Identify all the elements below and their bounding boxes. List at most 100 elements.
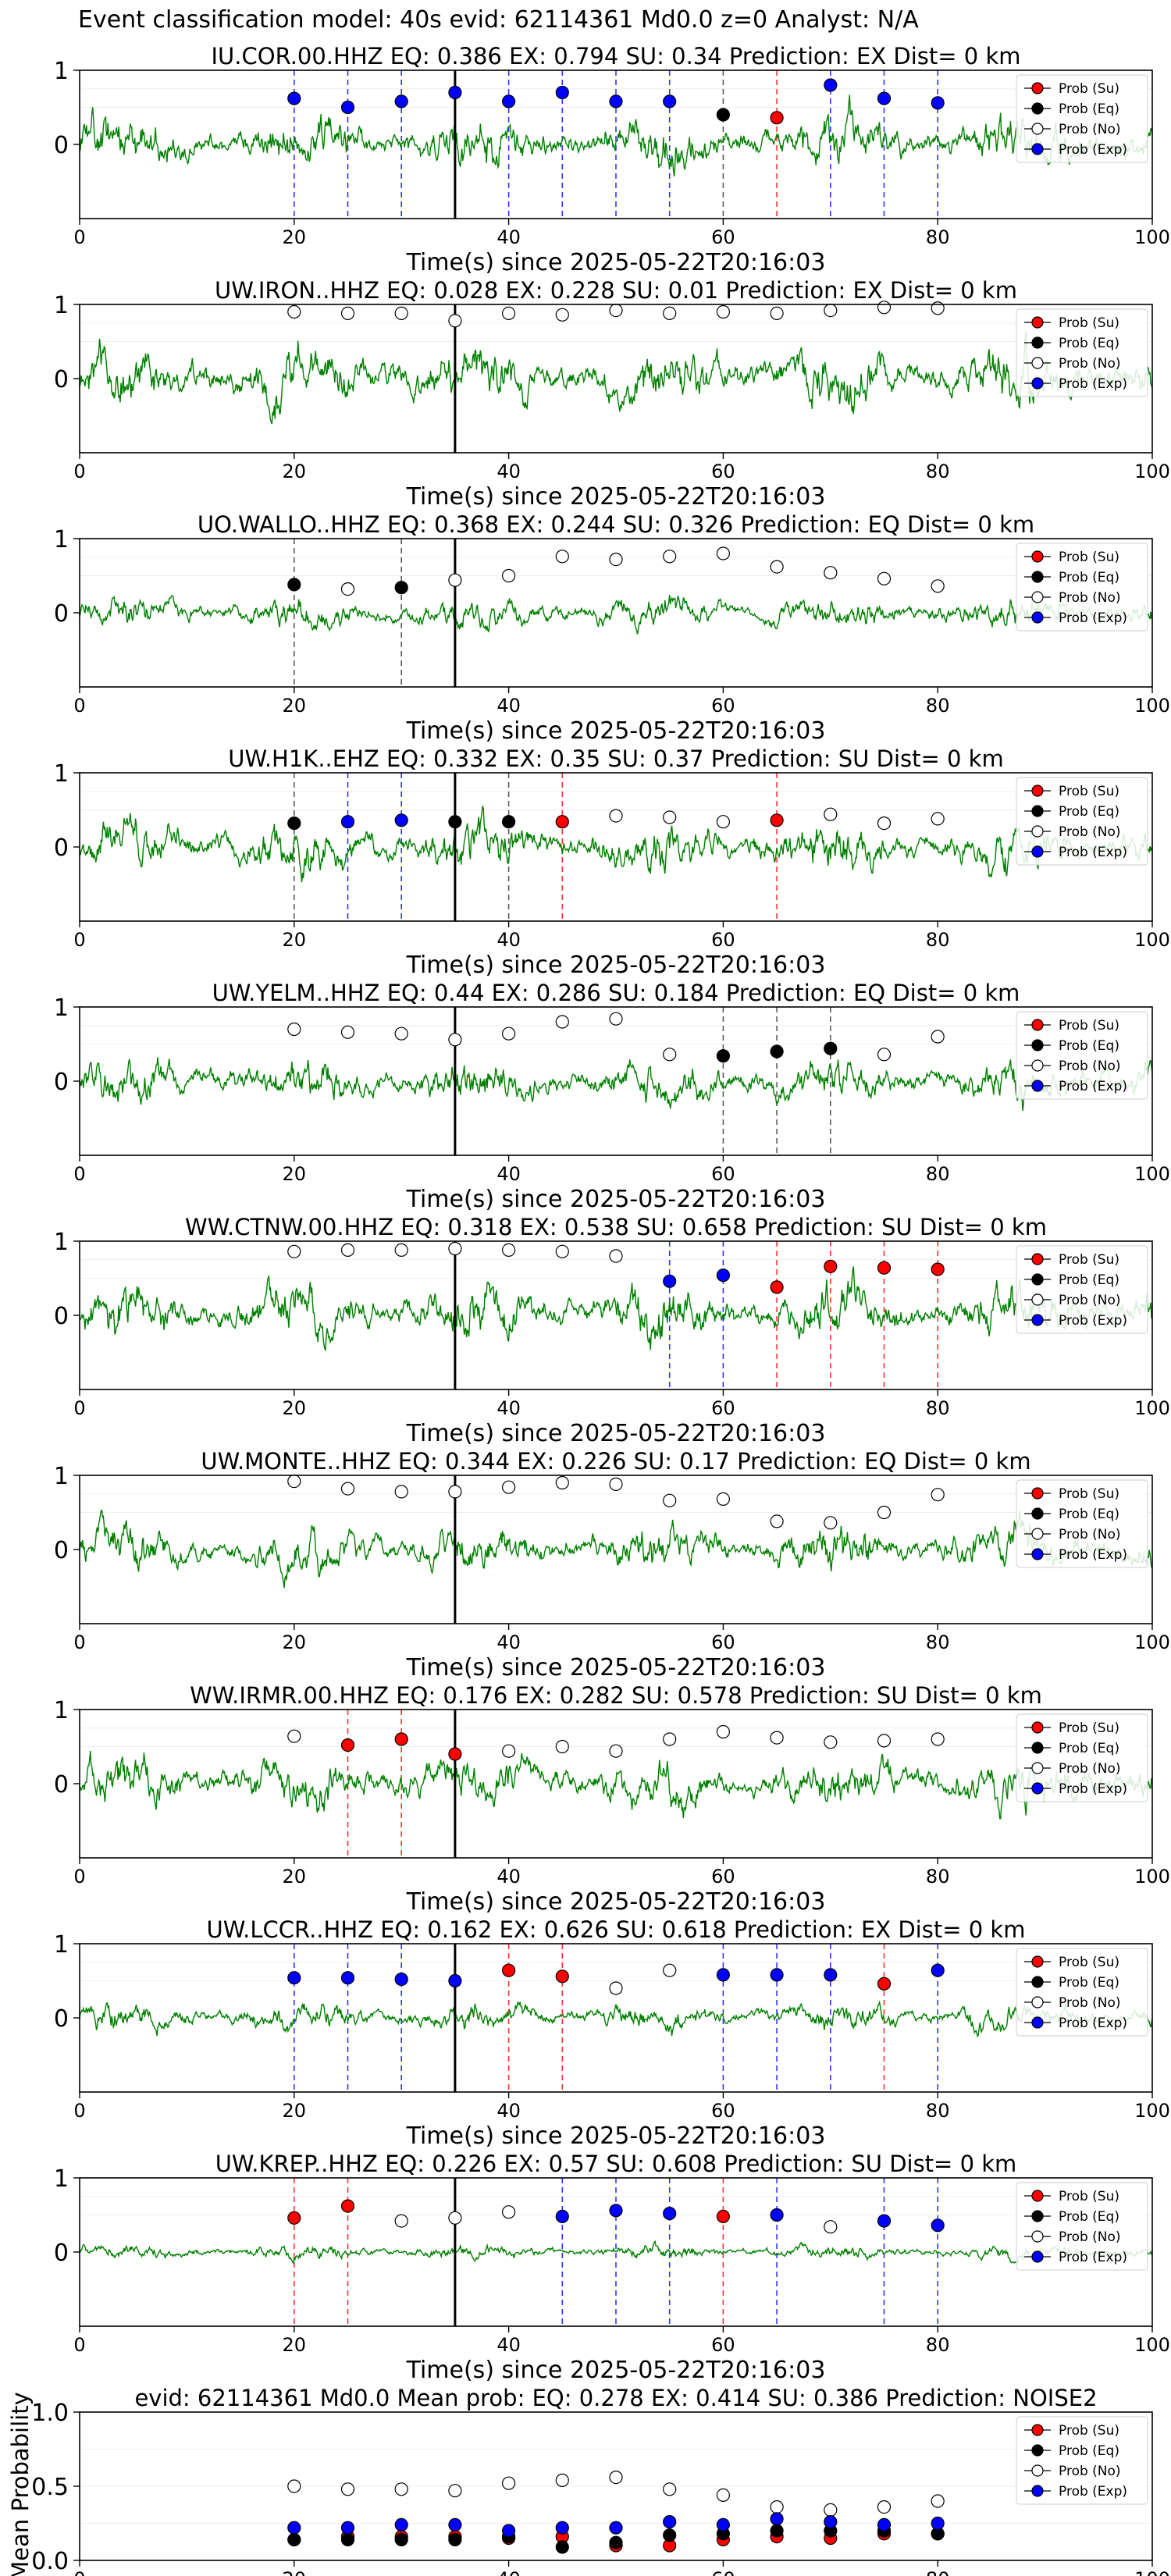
legend-marker bbox=[1031, 2190, 1044, 2202]
x-tick-label: 20 bbox=[283, 929, 307, 951]
x-tick-label: 100 bbox=[1134, 1631, 1170, 1653]
x-tick-label: 0 bbox=[73, 461, 85, 482]
prob-point bbox=[501, 1963, 516, 1977]
prob-point bbox=[663, 306, 677, 320]
legend: Prob (Su) Prob (Eq) Prob (No) Prob (Exp) bbox=[1016, 1948, 1148, 2037]
mean-prob-point bbox=[877, 2517, 892, 2532]
prob-point bbox=[555, 550, 569, 564]
legend: Prob (Su) Prob (Eq) Prob (No) Prob (Exp) bbox=[1016, 1245, 1148, 1334]
legend-box bbox=[1016, 74, 1148, 163]
prob-point bbox=[716, 108, 731, 122]
y-tick-label: 0.5 bbox=[31, 2474, 69, 2501]
prob-point bbox=[555, 1244, 569, 1258]
x-tick-label: 40 bbox=[497, 2334, 521, 2356]
legend-marker bbox=[1031, 2016, 1044, 2029]
x-tick-label: 100 bbox=[1134, 2100, 1170, 2122]
legend-label: Prob (Exp) bbox=[1059, 1781, 1127, 1797]
x-tick-label: 80 bbox=[926, 1631, 950, 1653]
legend-marker bbox=[1031, 2210, 1044, 2222]
legend-box bbox=[1016, 1245, 1148, 1334]
legend-label: Prob (Su) bbox=[1059, 2189, 1119, 2204]
legend-box bbox=[1016, 308, 1148, 397]
mean-prob-point bbox=[770, 2512, 784, 2526]
legend-label: Prob (No) bbox=[1059, 122, 1121, 137]
subplot-title: UW.IRON..HHZ EQ: 0.028 EX: 0.228 SU: 0.0… bbox=[215, 277, 1017, 304]
mean-prob-point bbox=[287, 2479, 301, 2493]
prob-point bbox=[501, 1744, 516, 1758]
legend-label: Prob (Exp) bbox=[1059, 2250, 1127, 2265]
legend-label: Prob (Su) bbox=[1059, 784, 1119, 799]
legend: Prob (Su) Prob (Eq) Prob (No) Prob (Exp) bbox=[1016, 2182, 1148, 2271]
prob-point bbox=[287, 1729, 301, 1743]
legend-marker bbox=[1031, 2230, 1044, 2243]
x-tick-label: 40 bbox=[497, 1163, 521, 1185]
legend-marker bbox=[1031, 1742, 1044, 1754]
mean-prob-point bbox=[877, 2500, 892, 2514]
prob-point bbox=[877, 1048, 892, 1062]
x-tick-label: 20 bbox=[283, 1397, 307, 1419]
x-axis-label: Time(s) since 2025-05-22T20:16:03 bbox=[406, 1888, 826, 1916]
mean-prob-point bbox=[770, 2500, 784, 2514]
x-tick-label: 100 bbox=[1134, 1866, 1170, 1888]
legend-marker bbox=[1031, 2444, 1044, 2457]
subplot-1: IU.COR.00.HHZ EQ: 0.386 EX: 0.794 SU: 0.… bbox=[54, 43, 1170, 276]
legend-box bbox=[1016, 1948, 1148, 2037]
subplot-10: UW.KREP..HHZ EQ: 0.226 EX: 0.57 SU: 0.60… bbox=[54, 2151, 1170, 2384]
subplot-6: WW.CTNW.00.HHZ EQ: 0.318 EX: 0.538 SU: 0… bbox=[54, 1214, 1170, 1447]
x-tick-label: 20 bbox=[283, 1631, 307, 1653]
prob-point bbox=[824, 2220, 838, 2234]
mean-prob-point bbox=[716, 2517, 731, 2532]
prob-point bbox=[931, 1488, 945, 1502]
prob-point bbox=[340, 1482, 355, 1496]
prob-point bbox=[716, 304, 731, 319]
prob-point bbox=[770, 560, 784, 574]
prob-point bbox=[877, 1976, 892, 1991]
prob-point bbox=[663, 1963, 677, 1977]
mean-prob-point bbox=[394, 2482, 408, 2496]
prob-point bbox=[716, 1492, 731, 1507]
mean-prob-point bbox=[394, 2517, 408, 2532]
subplot-5: UW.YELM..HHZ EQ: 0.44 EX: 0.286 SU: 0.18… bbox=[54, 980, 1170, 1213]
legend-marker bbox=[1031, 102, 1044, 115]
legend-label: Prob (Su) bbox=[1059, 2423, 1119, 2439]
x-tick-label: 20 bbox=[283, 2100, 307, 2122]
prob-point bbox=[340, 306, 355, 320]
x-tick-label: 80 bbox=[926, 226, 950, 248]
legend-marker bbox=[1031, 805, 1044, 817]
legend-label: Prob (Exp) bbox=[1059, 142, 1127, 158]
prob-point bbox=[609, 809, 623, 823]
y-tick-label: 1 bbox=[54, 292, 69, 319]
prob-point bbox=[555, 815, 569, 829]
x-tick-label: 100 bbox=[1134, 226, 1170, 248]
y-tick-label: 0 bbox=[54, 2240, 69, 2267]
x-tick-label: 80 bbox=[926, 1866, 950, 1888]
waveform-trace bbox=[79, 1057, 1153, 1112]
legend-box bbox=[1016, 543, 1148, 632]
legend-label: Prob (Exp) bbox=[1059, 1313, 1127, 1329]
legend-marker bbox=[1031, 1507, 1044, 1520]
mean-prob-point bbox=[931, 2516, 945, 2531]
x-tick-label: 80 bbox=[926, 2334, 950, 2356]
prob-point bbox=[824, 78, 838, 92]
prob-point bbox=[877, 301, 892, 315]
x-tick-label: 60 bbox=[711, 2334, 735, 2356]
prob-point bbox=[770, 1514, 784, 1528]
mean-prob-point bbox=[770, 2524, 784, 2538]
prob-point bbox=[609, 1477, 623, 1492]
x-tick-label: 20 bbox=[283, 461, 307, 482]
mean-prob-point bbox=[448, 2517, 462, 2532]
y-tick-label: 0.0 bbox=[31, 2548, 69, 2575]
prob-point bbox=[448, 815, 462, 829]
waveform-trace bbox=[79, 94, 1153, 177]
subplot-7: UW.MONTE..HHZ EQ: 0.344 EX: 0.226 SU: 0.… bbox=[54, 1448, 1170, 1681]
y-tick-label: 1 bbox=[54, 994, 69, 1022]
y-axis-label: Mean Probability bbox=[7, 2392, 34, 2576]
x-tick-label: 40 bbox=[497, 929, 521, 951]
x-tick-label: 0 bbox=[73, 2334, 85, 2356]
mean-prob-point bbox=[716, 2488, 731, 2502]
legend-marker bbox=[1031, 82, 1044, 94]
prob-point bbox=[877, 571, 892, 585]
prob-point bbox=[394, 813, 408, 827]
mean-prob-point bbox=[609, 2471, 623, 2485]
y-tick-label: 0 bbox=[54, 600, 69, 628]
